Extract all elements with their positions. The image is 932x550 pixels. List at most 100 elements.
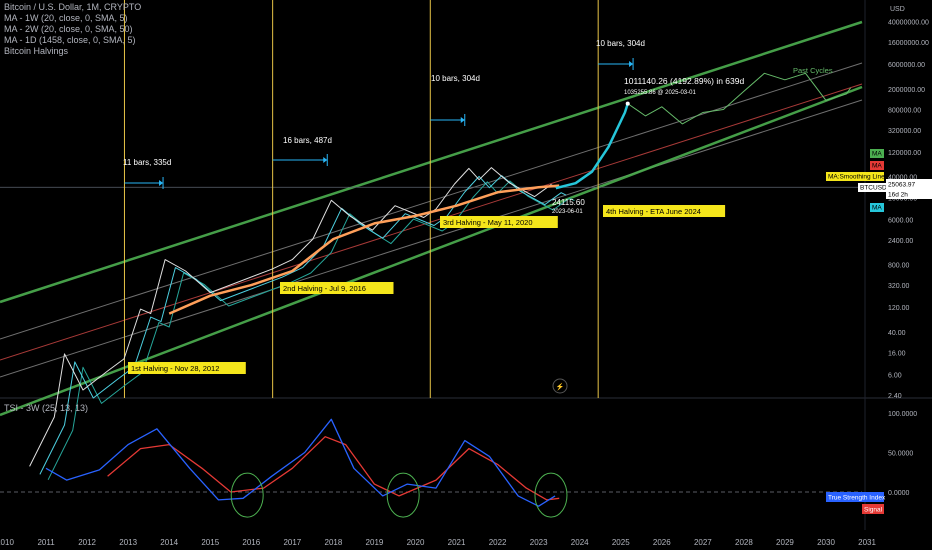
halving-label-1-box (128, 362, 246, 374)
time-tick-label: 2020 (407, 538, 425, 547)
price-tick-label: 6000000.00 (888, 62, 925, 69)
price-line-series (29, 167, 557, 467)
time-tick-label: 2013 (119, 538, 137, 547)
projection-end-point (625, 101, 630, 106)
legend-ma-2w[interactable]: MA - 2W (20, close, 0, SMA, 50) (4, 24, 133, 34)
halving-label-2: 2nd Halving - Jul 9, 2016 (283, 284, 366, 293)
tsi-legend[interactable]: TSI - 3W (25, 13, 13) (4, 403, 89, 413)
projection-sublabel: 1035255.86 @ 2025-03-01 (624, 90, 696, 96)
tsi-signal-line (107, 436, 560, 501)
price-tick-label: 16000000.00 (888, 40, 929, 47)
cycle-label-3: 10 bars, 304d (431, 74, 480, 83)
time-tick-label: 2021 (448, 538, 466, 547)
price-tick-label: 40000000.00 (888, 20, 929, 27)
ma-2w-line (47, 180, 575, 481)
tsi-tick-label: 100.0000 (888, 411, 917, 418)
time-tick-label: 2012 (78, 538, 96, 547)
price-tick-label: 40000.00 (888, 175, 917, 182)
price-tick-label: 320000.00 (888, 128, 921, 135)
channel-mid-line (0, 83, 863, 361)
badge-ma-2: MA (872, 163, 882, 170)
cycle-arrowhead (629, 61, 634, 67)
halving-label-4-box (603, 205, 726, 217)
time-tick-label: 2019 (366, 538, 384, 547)
legend-ma-1d[interactable]: MA - 1D (1458, close, 0, SMA, 5) (4, 35, 136, 45)
badge-price: 25063.97 (888, 182, 915, 189)
badge-ticker: BTCUSD (860, 185, 887, 192)
price-tick-label: 120000.00 (888, 150, 921, 157)
low-value-label: 24115.60 (552, 198, 585, 207)
badge-countdown: 16d 2h (888, 192, 908, 199)
projection-curve (555, 103, 629, 190)
price-tick-label: 120.00 (888, 305, 910, 312)
time-tick-label: 2024 (571, 538, 589, 547)
price-tick-label: 16.00 (888, 350, 906, 357)
cycle-label-4: 10 bars, 304d (596, 39, 645, 48)
legend-halvings[interactable]: Bitcoin Halvings (4, 46, 69, 56)
badge-ma-3: MA (872, 205, 882, 212)
time-tick-label: 2031 (858, 538, 876, 547)
chart-legend: Bitcoin / U.S. Dollar, 1M, CRYPTO MA - 1… (4, 2, 141, 57)
cycle-arrowhead (323, 157, 328, 163)
channel-upper-line (0, 20, 863, 304)
legend-symbol[interactable]: Bitcoin / U.S. Dollar, 1M, CRYPTO (4, 2, 142, 12)
halving-label-4: 4th Halving - ETA June 2024 (606, 207, 701, 216)
cycle-label-2: 16 bars, 487d (283, 136, 332, 145)
price-tick-label: 800000.00 (888, 107, 921, 114)
channel-inner-upper-line (0, 62, 863, 340)
time-tick-label: 2011 (37, 538, 55, 547)
badge-ma-3-box (870, 203, 884, 212)
halving-label-2-box (280, 282, 394, 294)
time-tick-label: 2029 (776, 538, 794, 547)
cycle-label-1: 11 bars, 335d (123, 158, 171, 167)
cycle-arrowhead (159, 180, 164, 186)
badge-tsi: True Strength Index (828, 495, 886, 502)
past-cycles-label: Past Cycles (793, 66, 833, 75)
time-tick-label: 2025 (612, 538, 630, 547)
badge-ma-1-box (870, 149, 884, 158)
time-tick-label: 2016 (242, 538, 260, 547)
tsi-main-line (45, 418, 556, 507)
badge-signal: Signal (864, 507, 883, 514)
badge-countdown-box (886, 189, 932, 199)
time-tick-label: 2030 (817, 538, 835, 547)
badge-price-box (886, 179, 932, 189)
tsi-circle-marker (230, 472, 264, 518)
price-axis-currency: USD (890, 6, 905, 13)
time-tick-label: 2014 (160, 538, 178, 547)
channel-lower-line (0, 85, 863, 417)
price-tick-label: 2400.00 (888, 238, 913, 245)
cycle-arrowhead (460, 117, 465, 123)
badge-smoothing: MA:Smoothing Line (828, 174, 885, 181)
time-tick-label: 2010 (0, 538, 14, 547)
badge-signal-box (862, 504, 884, 514)
time-tick-label: 2022 (489, 538, 507, 547)
price-tick-label: 320.00 (888, 283, 910, 290)
price-tick-label: 40.00 (888, 330, 906, 337)
tsi-circle-marker (386, 472, 420, 518)
past-cycles-line (628, 72, 852, 125)
halving-label-1: 1st Halving - Nov 28, 2012 (131, 364, 219, 373)
price-tick-label: 6.00 (888, 372, 902, 379)
time-tick-label: 2027 (694, 538, 712, 547)
badge-ma-2-box (870, 161, 884, 170)
badge-smoothing-box (826, 172, 884, 181)
channel-inner-lower-line (0, 99, 863, 378)
tsi-tick-label: 50.0000 (888, 451, 913, 458)
price-tick-label: 2000000.00 (888, 87, 925, 94)
price-tick-label: 2.40 (888, 393, 902, 400)
tsi-tick-label: 0.0000 (888, 490, 910, 497)
time-tick-label: 2015 (201, 538, 219, 547)
tsi-circle-marker (534, 472, 568, 518)
badge-ma-1: MA (872, 151, 882, 158)
lightning-icon (552, 378, 568, 394)
price-tick-label: 6000.00 (888, 217, 913, 224)
projection-label: 1011140.26 (4192.89%) in 639d (624, 76, 744, 86)
badge-ticker-box (858, 183, 886, 192)
halving-label-3: 3rd Halving - May 11, 2020 (443, 218, 533, 227)
price-tick-label: 800.00 (888, 263, 910, 270)
legend-ma-1w[interactable]: MA - 1W (20, close, 0, SMA, 5) (4, 13, 128, 23)
time-tick-label: 2028 (735, 538, 753, 547)
